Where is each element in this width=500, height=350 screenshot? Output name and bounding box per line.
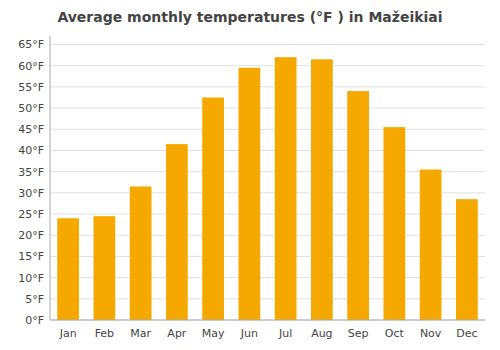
grid-line xyxy=(50,44,485,45)
grid-line xyxy=(50,129,485,130)
bar xyxy=(166,144,188,320)
bars xyxy=(57,57,478,320)
bar xyxy=(384,127,406,320)
x-tick-label: Sep xyxy=(348,327,369,340)
y-tick-label: 30°F xyxy=(18,187,44,200)
bar xyxy=(456,199,478,320)
bar xyxy=(347,91,369,320)
y-axis: 0°F 5°F 10°F 15°F 20°F 25°F 30°F 35°F 40°F 45°F 50… xyxy=(18,38,485,327)
bar xyxy=(239,68,261,320)
y-tick-label: 55°F xyxy=(18,81,44,94)
y-tick-label: 40°F xyxy=(18,144,44,157)
x-tick-label: Jun xyxy=(240,327,258,340)
y-tick-label: 20°F xyxy=(18,229,44,242)
y-axis-line xyxy=(50,36,51,320)
x-tick-label: Oct xyxy=(385,327,405,340)
chart: 0°F 5°F 10°F 15°F 20°F 25°F 30°F 35°F 40°F 45°F 50… xyxy=(0,0,500,350)
y-tick-label: 50°F xyxy=(18,102,44,115)
x-tick-label: Nov xyxy=(420,327,442,340)
y-tick-label: 45°F xyxy=(18,123,44,136)
y-tick-label: 5°F xyxy=(25,293,44,306)
bar xyxy=(94,216,116,320)
x-tick-label: Feb xyxy=(95,327,114,340)
x-tick-label: Mar xyxy=(130,327,151,340)
y-tick-label: 65°F xyxy=(18,38,44,51)
y-tick-label: 25°F xyxy=(18,208,44,221)
grid-line xyxy=(50,150,485,151)
bar xyxy=(420,170,442,320)
x-tick-label: May xyxy=(202,327,225,340)
x-axis: Jan Feb Mar Apr May Jun Jul Aug Sep Oct Nov Dec xyxy=(59,327,478,340)
grid-line xyxy=(50,108,485,109)
grid-line xyxy=(50,86,485,87)
y-tick-label: 60°F xyxy=(18,60,44,73)
bar xyxy=(130,186,152,320)
x-tick-label: Jan xyxy=(59,327,77,340)
x-axis-line xyxy=(50,320,485,321)
x-tick-label: Jul xyxy=(278,327,292,340)
bar xyxy=(202,97,224,320)
grid-line xyxy=(50,320,485,321)
bar xyxy=(57,218,79,320)
bar xyxy=(275,57,297,320)
y-tick-label: 0°F xyxy=(25,314,44,327)
y-tick-label: 10°F xyxy=(18,272,44,285)
title: Average monthly temperatures (°F ) in Ma… xyxy=(57,9,442,25)
x-tick-label: Aug xyxy=(311,327,332,340)
grid-line xyxy=(50,65,485,66)
bar xyxy=(311,59,333,320)
x-tick-label: Apr xyxy=(167,327,187,340)
x-tick-label: Dec xyxy=(456,327,477,340)
y-tick-label: 15°F xyxy=(18,250,44,263)
y-tick-label: 35°F xyxy=(18,166,44,179)
